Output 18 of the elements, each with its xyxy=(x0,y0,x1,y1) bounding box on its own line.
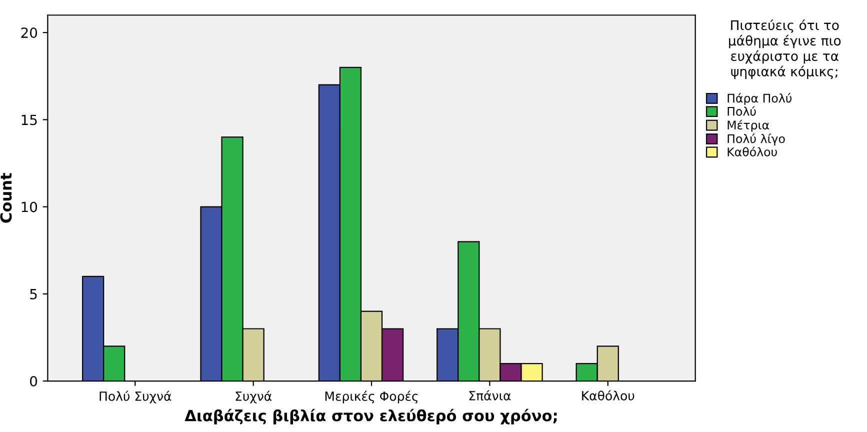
x-tick-label: Καθόλου xyxy=(582,390,634,400)
x-tick-label: Πολύ Συχνά xyxy=(100,390,172,404)
x-tick-label: Μερικές Φορές xyxy=(325,390,418,404)
legend-label: Καθόλου xyxy=(728,146,777,156)
y-tick-label: 5 xyxy=(30,289,37,300)
x-axis-title: Διαβάζεις βιβλία στον ελεύθερό σου χρόνο; xyxy=(184,408,557,424)
x-tick-label: Σπάνια xyxy=(469,390,511,400)
x-tick-label: Συχνά xyxy=(236,390,272,404)
legend-label: Πολύ xyxy=(728,106,756,116)
legend-title: Πιστεύεις ότι το μάθημα έγινε πιο ευχάριστο με τα ψηφιακά κόμικς; xyxy=(729,19,841,80)
y-tick-label: 15 xyxy=(22,114,37,126)
y-axis-title: Count xyxy=(0,173,12,223)
legend-label: Πολύ λίγο xyxy=(728,134,785,146)
legend-label: Μέτρια xyxy=(728,120,769,132)
y-tick-label: 10 xyxy=(22,202,38,212)
legend-label: Πάρα Πολύ xyxy=(728,93,792,105)
y-tick-label: 0 xyxy=(30,376,38,386)
y-tick-label: 20 xyxy=(21,28,38,38)
